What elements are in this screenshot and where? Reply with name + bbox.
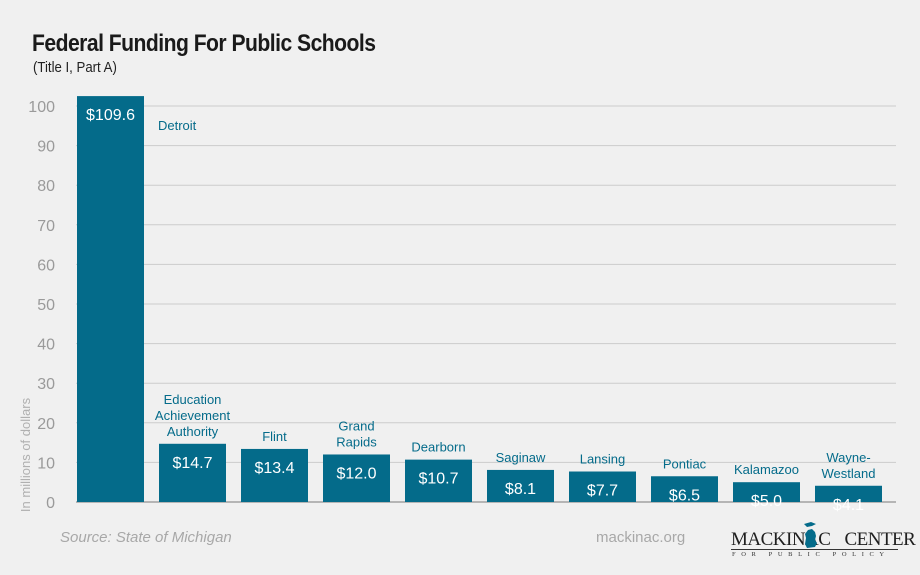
y-tick-label: 40 — [37, 337, 55, 354]
value-label: $10.7 — [418, 471, 458, 488]
logo-right-word: CENTER — [844, 529, 916, 550]
y-tick-label: 0 — [46, 495, 55, 512]
category-label-line: Wayne- — [826, 450, 870, 465]
category-label: Detroit — [158, 118, 197, 133]
value-labels: $109.6 $14.7 $13.4 $12.0 $10.7 $8.1 $7.7 $6.5 $5… — [86, 107, 864, 514]
michigan-map-icon — [804, 522, 817, 548]
category-label: Education Achievement Authority — [155, 392, 231, 439]
category-label-line: Grand — [338, 418, 374, 433]
value-label: $14.7 — [172, 455, 212, 472]
category-label-line: Kalamazoo — [734, 462, 799, 477]
category-label-line: Authority — [167, 424, 219, 439]
bar — [405, 459, 472, 502]
y-tick-label: 50 — [37, 297, 55, 314]
bar — [159, 443, 226, 502]
value-label: $5.0 — [751, 493, 782, 510]
bar — [651, 476, 718, 502]
category-label-line: Flint — [262, 429, 287, 444]
category-label: Grand Rapids — [336, 418, 377, 449]
y-tick-label: 20 — [37, 416, 55, 433]
category-label: Pontiac — [663, 456, 707, 471]
category-label-line: Education — [164, 392, 222, 407]
mackinac-center-logo[interactable]: MACKINAC CENTER FOR PUBLIC POLICY — [731, 519, 916, 558]
y-tick-label: 30 — [37, 376, 55, 393]
category-label-line: Achievement — [155, 408, 231, 423]
value-label: $7.7 — [587, 483, 618, 500]
category-labels: Detroit Education Achievement Authority Flin… — [155, 118, 876, 481]
bar — [733, 482, 800, 502]
value-label: $6.5 — [669, 487, 700, 504]
bar — [569, 471, 636, 502]
value-label: $109.6 — [86, 107, 135, 124]
y-tick-label: 90 — [37, 139, 55, 156]
site-link[interactable]: mackinac.org — [596, 529, 686, 546]
y-tick-label: 100 — [28, 99, 55, 116]
category-label-line: Lansing — [580, 452, 626, 467]
category-label: Dearborn — [411, 440, 465, 455]
y-axis-ticks: 0 10 20 30 40 50 60 70 80 90 100 — [28, 99, 55, 512]
category-label: Kalamazoo — [734, 462, 799, 477]
y-tick-label: 60 — [37, 257, 55, 274]
bar — [815, 485, 882, 502]
category-label: Saginaw — [496, 450, 546, 465]
bar — [323, 454, 390, 502]
category-label-line: Westland — [822, 466, 876, 481]
y-tick-label: 80 — [37, 178, 55, 195]
category-label-line: Saginaw — [496, 450, 546, 465]
chart-subtitle: (Title I, Part A) — [33, 59, 117, 76]
value-label: $13.4 — [254, 460, 294, 477]
bars — [77, 96, 882, 502]
y-axis-label: In millions of dollars — [18, 397, 33, 512]
source-note: Source: State of Michigan — [60, 529, 232, 546]
value-label: $8.1 — [505, 481, 536, 498]
bar — [487, 469, 554, 502]
category-label: Wayne-Westland — [822, 450, 876, 481]
category-label-line: Rapids — [336, 434, 377, 449]
logo-tagline: FOR PUBLIC POLICY — [732, 551, 890, 558]
category-label: Flint — [262, 429, 287, 444]
y-tick-label: 70 — [37, 218, 55, 235]
chart-title: Federal Funding For Public Schools — [32, 30, 376, 57]
y-tick-label: 10 — [37, 455, 55, 472]
gridlines — [76, 105, 896, 503]
category-label: Lansing — [580, 452, 626, 467]
logo-rule — [731, 549, 898, 550]
logo-wordmark: MACKINAC CENTER — [731, 529, 916, 551]
value-label: $4.1 — [833, 497, 864, 514]
category-label-line: Pontiac — [663, 456, 707, 471]
bar — [77, 96, 144, 502]
value-label: $12.0 — [336, 465, 376, 482]
bar — [241, 448, 308, 502]
category-label-line: Dearborn — [411, 440, 465, 455]
